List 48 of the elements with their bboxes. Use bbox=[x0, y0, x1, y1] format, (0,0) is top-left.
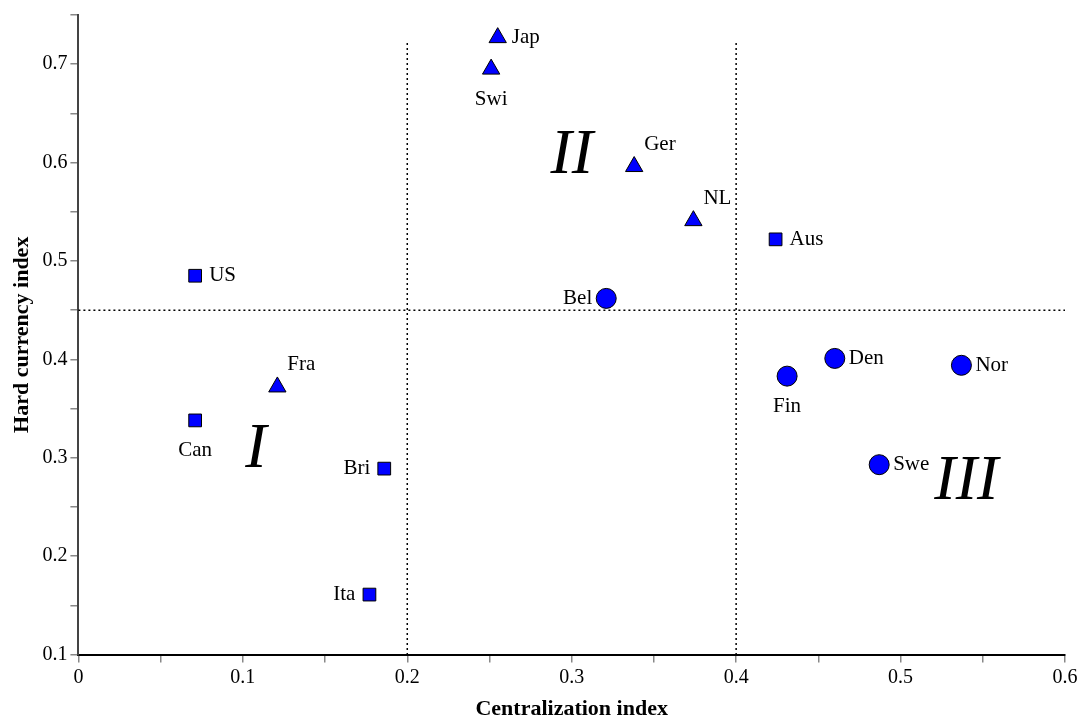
data-label: Aus bbox=[789, 225, 824, 250]
point bbox=[595, 287, 617, 309]
data-label: Fra bbox=[287, 351, 317, 376]
point bbox=[950, 354, 972, 376]
x-tick-label: 0.3 bbox=[559, 664, 585, 687]
data-label: Swi bbox=[474, 85, 508, 110]
y-tick-label: 0.2 bbox=[42, 543, 68, 566]
data-label: Swe bbox=[893, 451, 930, 476]
y-tick-label: 0.1 bbox=[42, 641, 68, 664]
point bbox=[188, 268, 203, 283]
point bbox=[481, 58, 501, 75]
x-axis-title: Centralization index bbox=[475, 695, 668, 721]
point bbox=[824, 347, 846, 369]
x-tick-label: 0 bbox=[73, 664, 84, 687]
data-label: Bel bbox=[563, 284, 593, 309]
point bbox=[362, 587, 377, 602]
x-tick-label: 0.2 bbox=[394, 664, 420, 687]
data-label: Can bbox=[178, 436, 213, 461]
point bbox=[488, 27, 507, 44]
annotation: III bbox=[933, 441, 1001, 513]
point bbox=[188, 413, 203, 428]
x-tick-label: 0.1 bbox=[230, 664, 256, 687]
data-label: US bbox=[209, 262, 237, 287]
data-label: Jap bbox=[511, 24, 540, 49]
point bbox=[377, 461, 392, 476]
data-label: Nor bbox=[975, 351, 1009, 376]
point bbox=[768, 232, 783, 247]
annotation: II bbox=[549, 115, 596, 187]
y-axis-title: Hard currency index bbox=[7, 236, 33, 433]
x-tick-label: 0.5 bbox=[888, 664, 914, 687]
data-label: Fin bbox=[773, 392, 802, 417]
data-label: Bri bbox=[343, 455, 371, 480]
x-tick-label: 0.4 bbox=[723, 664, 749, 687]
data-label: Ger bbox=[644, 131, 676, 156]
y-tick-label: 0.3 bbox=[42, 445, 68, 468]
x-tick-label: 0.6 bbox=[1052, 664, 1078, 687]
y-tick-label: 0.4 bbox=[42, 346, 68, 369]
y-tick-label: 0.6 bbox=[42, 149, 68, 172]
y-tick-label: 0.5 bbox=[42, 248, 68, 271]
point bbox=[868, 454, 890, 476]
data-label: Den bbox=[848, 344, 885, 369]
annotation: I bbox=[244, 409, 270, 481]
point bbox=[776, 365, 798, 387]
point bbox=[625, 156, 644, 173]
point bbox=[684, 210, 703, 227]
data-label: Ita bbox=[333, 581, 357, 606]
y-tick-label: 0.7 bbox=[42, 51, 68, 74]
data-label: NL bbox=[703, 185, 732, 210]
